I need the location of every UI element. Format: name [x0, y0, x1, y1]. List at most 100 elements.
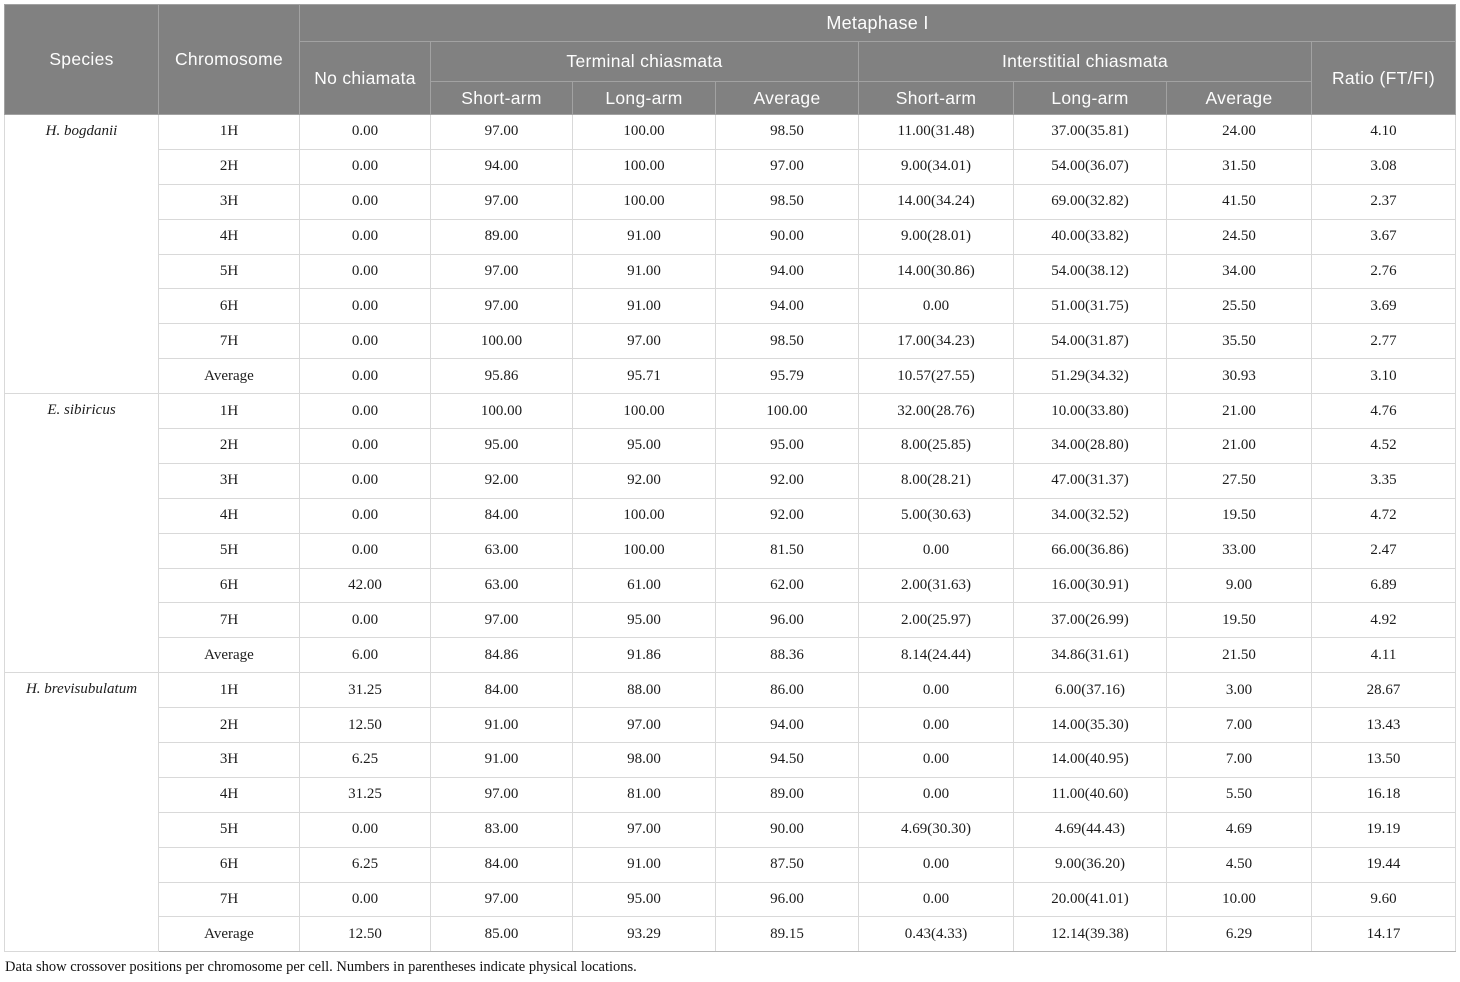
value-cell: 0.00 — [299, 881, 431, 918]
value-cell: 28.67 — [1311, 672, 1456, 709]
value-cell: 100.00 — [572, 148, 716, 185]
value-cell: 32.00(28.76) — [858, 393, 1014, 430]
value-cell: 91.00 — [430, 707, 573, 744]
value-cell: 27.50 — [1166, 462, 1312, 499]
value-cell: 0.00 — [299, 497, 431, 534]
table-row: 3H 0.00 92.00 92.00 92.00 8.00(28.21) 47.00(31… — [5, 462, 1456, 499]
value-cell: 94.50 — [715, 742, 859, 778]
value-cell: 4.76 — [1311, 393, 1456, 430]
table-body: H. bogdanii 1H 0.00 97.00 100.00 98.50 11.00(3… — [4, 113, 1456, 953]
value-cell: 89.15 — [715, 916, 859, 953]
table-row: Average 6.00 84.86 91.86 88.36 8.14(24.44) 34.… — [5, 637, 1456, 674]
value-cell: 14.00(30.86) — [858, 253, 1014, 290]
value-cell: 97.00 — [430, 881, 573, 918]
value-cell: 4.52 — [1311, 428, 1456, 464]
value-cell: 97.00 — [430, 183, 573, 220]
species-cell: E. sibiricus — [4, 393, 159, 674]
value-cell: 93.29 — [572, 916, 716, 953]
value-cell: 94.00 — [715, 707, 859, 744]
value-cell: 4.72 — [1311, 497, 1456, 534]
chromosome-cell: 1H — [158, 114, 300, 150]
value-cell: 19.44 — [1311, 846, 1456, 883]
value-cell: 95.00 — [572, 881, 716, 918]
value-cell: 0.00 — [299, 532, 431, 569]
table-footnote: Data show crossover positions per chromo… — [5, 959, 637, 976]
value-cell: 91.00 — [572, 218, 716, 255]
chromosome-cell: 1H — [158, 393, 300, 430]
value-cell: 0.00 — [299, 602, 431, 639]
chromosome-cell: 2H — [158, 148, 300, 185]
table-row: H. bogdanii 1H 0.00 97.00 100.00 98.50 11.00(3… — [4, 113, 1456, 395]
value-cell: 91.86 — [572, 637, 716, 674]
chromosome-cell: 1H — [158, 672, 300, 709]
value-cell: 14.00(40.95) — [1013, 742, 1167, 778]
header-terminal-long-arm: Long-arm — [572, 81, 716, 115]
value-cell: 51.00(31.75) — [1013, 288, 1167, 325]
value-cell: 35.50 — [1166, 323, 1312, 360]
value-cell: 20.00(41.01) — [1013, 881, 1167, 918]
value-cell: 0.00 — [299, 462, 431, 499]
value-cell: 90.00 — [715, 218, 859, 255]
chromosome-cell: 6H — [158, 567, 300, 604]
value-cell: 81.00 — [572, 776, 716, 813]
table-row: 5H 0.00 97.00 91.00 94.00 14.00(30.86) 54.00(3… — [5, 253, 1456, 290]
value-cell: 3.69 — [1311, 288, 1456, 325]
table-row: H. brevisubulatum 1H 31.25 84.00 88.00 86.00 0… — [4, 672, 1456, 953]
value-cell: 0.00 — [858, 672, 1014, 709]
table-row: 2H 0.00 95.00 95.00 95.00 8.00(25.85) 34.00(28… — [5, 428, 1456, 464]
value-cell: 84.86 — [430, 637, 573, 674]
value-cell: 95.00 — [572, 428, 716, 464]
value-cell: 0.00 — [299, 148, 431, 185]
value-cell: 0.00 — [858, 881, 1014, 918]
value-cell: 54.00(31.87) — [1013, 323, 1167, 360]
value-cell: 30.93 — [1166, 358, 1312, 395]
value-cell: 9.00(34.01) — [858, 148, 1014, 185]
value-cell: 12.50 — [299, 707, 431, 744]
value-cell: 7.00 — [1166, 707, 1312, 744]
value-cell: 6.25 — [299, 742, 431, 778]
value-cell: 95.00 — [572, 602, 716, 639]
chromosome-cell: 5H — [158, 532, 300, 569]
value-cell: 7.00 — [1166, 742, 1312, 778]
value-cell: 33.00 — [1166, 532, 1312, 569]
table-row: Average 12.50 85.00 93.29 89.15 0.43(4.33) 12.… — [5, 916, 1456, 953]
value-cell: 21.00 — [1166, 428, 1312, 464]
value-cell: 9.00(36.20) — [1013, 846, 1167, 883]
table-row: 3H 6.25 91.00 98.00 94.50 0.00 14.00(40.95) 7.0… — [5, 742, 1456, 778]
value-cell: 54.00(38.12) — [1013, 253, 1167, 290]
value-cell: 95.00 — [430, 428, 573, 464]
value-cell: 34.00(28.80) — [1013, 428, 1167, 464]
value-cell: 34.00(32.52) — [1013, 497, 1167, 534]
value-cell: 0.00 — [299, 428, 431, 464]
value-cell: 40.00(33.82) — [1013, 218, 1167, 255]
value-cell: 0.00 — [299, 183, 431, 220]
value-cell: 88.36 — [715, 637, 859, 674]
chromosome-cell: 4H — [158, 218, 300, 255]
value-cell: 100.00 — [430, 393, 573, 430]
value-cell: 13.50 — [1311, 742, 1456, 778]
value-cell: 0.00 — [858, 846, 1014, 883]
value-cell: 6.89 — [1311, 567, 1456, 604]
value-cell: 51.29(34.32) — [1013, 358, 1167, 395]
value-cell: 97.00 — [572, 707, 716, 744]
header-interstitial-long-arm: Long-arm — [1013, 81, 1167, 115]
value-cell: 41.50 — [1166, 183, 1312, 220]
value-cell: 100.00 — [572, 183, 716, 220]
value-cell: 3.10 — [1311, 358, 1456, 395]
value-cell: 91.00 — [430, 742, 573, 778]
value-cell: 3.08 — [1311, 148, 1456, 185]
value-cell: 24.50 — [1166, 218, 1312, 255]
value-cell: 12.14(39.38) — [1013, 916, 1167, 953]
value-cell: 84.00 — [430, 672, 573, 709]
header-terminal-average: Average — [715, 81, 859, 115]
species-cell: H. brevisubulatum — [4, 672, 159, 953]
value-cell: 98.00 — [572, 742, 716, 778]
value-cell: 92.00 — [715, 462, 859, 499]
value-cell: 100.00 — [572, 532, 716, 569]
value-cell: 96.00 — [715, 602, 859, 639]
value-cell: 88.00 — [572, 672, 716, 709]
value-cell: 97.00 — [572, 811, 716, 848]
value-cell: 98.50 — [715, 114, 859, 150]
value-cell: 97.00 — [430, 776, 573, 813]
